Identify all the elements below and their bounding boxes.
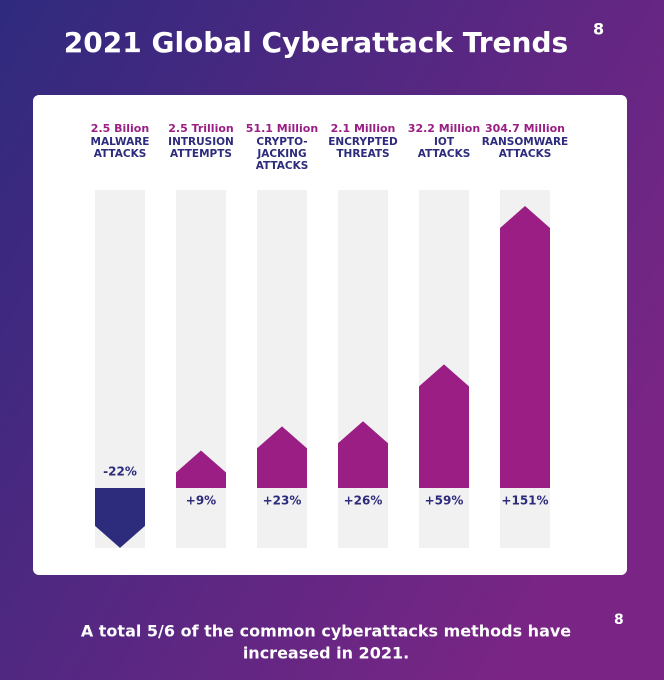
column-track xyxy=(257,190,307,548)
bar xyxy=(338,421,388,488)
value-label: +151% xyxy=(501,494,548,508)
category-label: ENCRYPTED THREATS xyxy=(328,136,398,160)
footnote-line: increased in 2021. xyxy=(243,644,409,663)
value-label: +59% xyxy=(425,494,464,508)
amount-label: 2.5 Trillion xyxy=(168,122,234,135)
bar xyxy=(419,364,469,488)
title-ref: 8 xyxy=(593,20,604,39)
value-label: -22% xyxy=(103,465,137,479)
amount-label: 32.2 Million xyxy=(408,122,480,135)
bar xyxy=(500,206,550,488)
bar xyxy=(95,488,145,548)
value-label: +26% xyxy=(344,494,383,508)
category-label: CRYPTO-JACKING ATTACKS xyxy=(256,136,309,172)
amount-label: 2.1 Million xyxy=(331,122,396,135)
footnote-line: A total 5/6 of the common cyberattacks m… xyxy=(81,622,571,641)
category-label: IOT ATTACKS xyxy=(418,136,471,160)
value-label: +9% xyxy=(186,494,216,508)
amount-label: 304.7 Million xyxy=(485,122,565,135)
category-label: MALWARE ATTACKS xyxy=(91,136,150,160)
category-label: RANSOMWARE ATTACKS xyxy=(482,136,568,160)
category-label: INTRUSION ATTEMPTS xyxy=(168,136,234,160)
chart-title: 2021 Global Cyberattack Trends xyxy=(64,26,568,59)
value-label: +23% xyxy=(263,494,302,508)
bar xyxy=(257,426,307,488)
footnote-ref: 8 xyxy=(614,612,624,628)
bar xyxy=(176,450,226,488)
column-track xyxy=(338,190,388,548)
amount-label: 2.5 Bilion xyxy=(91,122,149,135)
column-track xyxy=(176,190,226,548)
amount-label: 51.1 Million xyxy=(246,122,318,135)
